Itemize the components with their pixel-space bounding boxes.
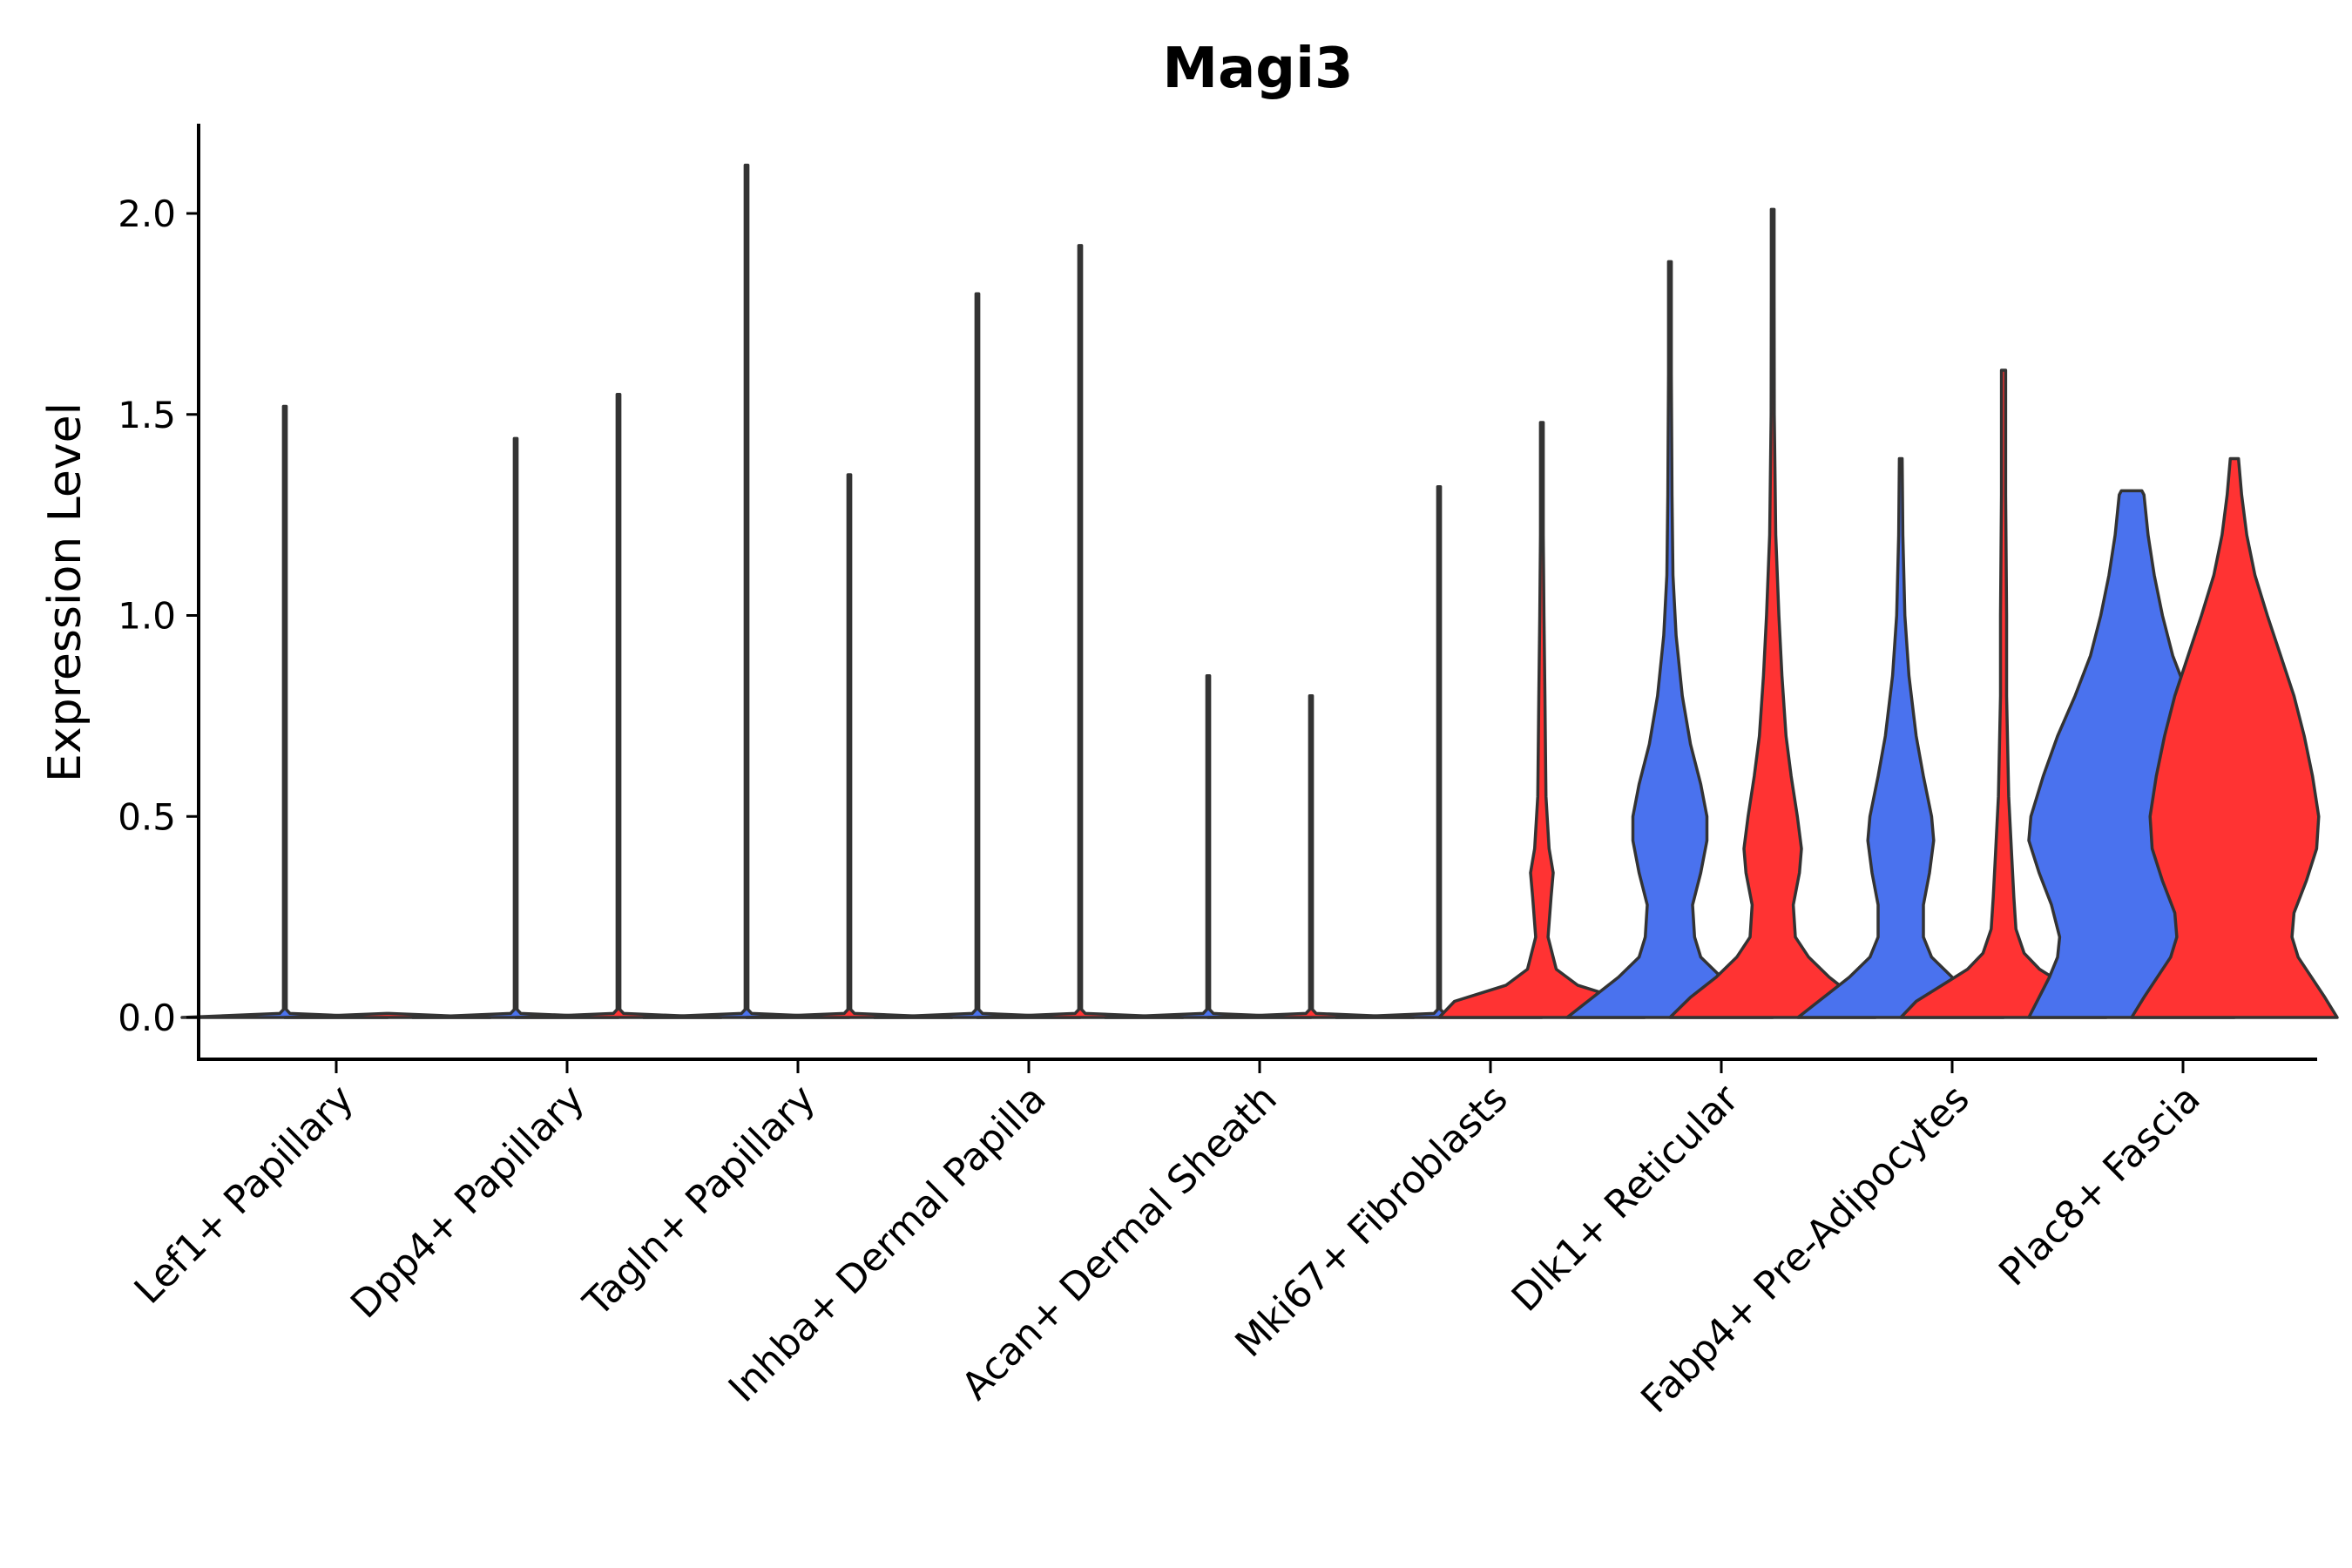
- violin-red: [514, 392, 723, 1019]
- x-category-label: Plac8+ Fascia: [1990, 1077, 2209, 1295]
- violin-red: [1899, 368, 2108, 1019]
- violins-layer: [180, 163, 2339, 1019]
- chart-title: Magi3: [1162, 37, 1353, 101]
- y-tick-label: 0.5: [118, 795, 176, 838]
- x-category-label: Lef1+ Papillary: [126, 1077, 362, 1313]
- violin-red: [1668, 207, 1877, 1019]
- violin-blue: [1104, 673, 1313, 1019]
- violin-blue: [642, 163, 851, 1019]
- violin-blue: [1335, 485, 1544, 1019]
- x-category-label: Tagln+ Papillary: [575, 1077, 824, 1326]
- y-tick-label: 2.0: [118, 193, 176, 235]
- y-tick-label: 0.0: [118, 997, 176, 1039]
- violin-blue: [1796, 456, 2005, 1019]
- x-category-label: Dlk1+ Reticular: [1504, 1076, 1748, 1321]
- violin-blue: [411, 436, 620, 1019]
- violin-red: [1206, 694, 1416, 1019]
- x-category-label: Dpp4+ Papillary: [342, 1077, 593, 1328]
- y-tick-label: 1.0: [118, 595, 176, 638]
- y-axis-label: Expression Level: [39, 402, 91, 782]
- violin-blue: [180, 404, 389, 1019]
- violin-red: [745, 473, 954, 1019]
- violin-red: [1437, 421, 1646, 1019]
- y-tick-label: 1.5: [118, 394, 176, 436]
- violin-blue: [873, 292, 1082, 1019]
- violin-blue: [1565, 260, 1774, 1019]
- violin-red: [976, 244, 1185, 1019]
- violin-red: [2130, 456, 2339, 1019]
